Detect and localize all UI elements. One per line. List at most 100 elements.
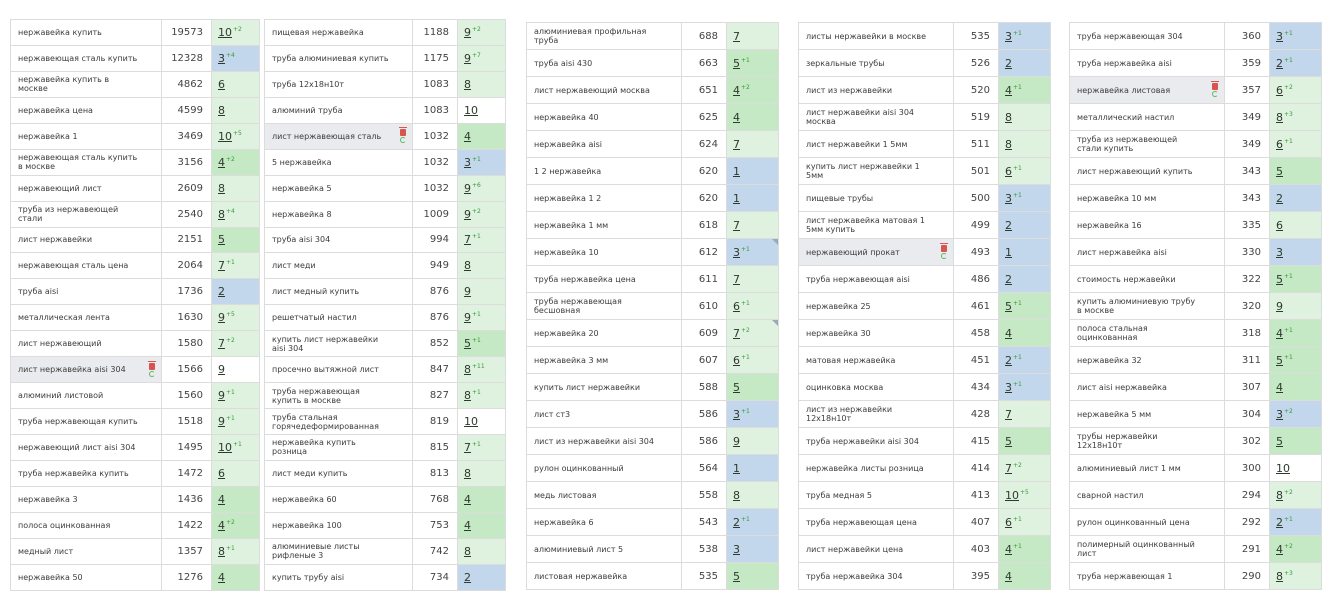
position-link[interactable]: 5 [1276,353,1283,367]
position-cell[interactable]: 1 [727,185,779,211]
position-cell[interactable]: 4 [999,320,1051,346]
table-row[interactable]: нержавейка 32 311 5 +1 [1070,347,1322,374]
table-row[interactable]: нержавейка 20 609 7 +2 [527,320,779,347]
position-cell[interactable]: 2 +1 [727,509,779,535]
table-row[interactable]: нержавейка 5 1032 9 +6 [265,175,506,202]
position-link[interactable]: 1 [733,461,740,475]
position-cell[interactable]: 8 +3 [1270,563,1322,589]
position-link[interactable]: 3 [218,51,225,65]
table-row[interactable]: труба aisi 304 994 7 +1 [265,227,506,254]
position-link[interactable]: 8 [218,207,225,221]
position-cell[interactable]: 8 [212,97,260,123]
position-cell[interactable]: 5 [727,374,779,400]
position-cell[interactable]: 8 [458,71,506,97]
refresh-icon[interactable] [149,370,155,377]
position-cell[interactable]: 5 [212,227,260,253]
table-row[interactable]: нержавейка 6 543 2 +1 [527,509,779,536]
position-link[interactable]: 8 [464,259,471,273]
position-cell[interactable]: 4 +2 [1270,536,1322,562]
position-cell[interactable]: 8 +11 [458,357,506,383]
table-row[interactable]: оцинковка москва 434 3 +1 [799,374,1051,401]
table-row[interactable]: полимерный оцинкованный лист 291 4 +2 [1070,536,1322,563]
position-link[interactable]: 1 [733,191,740,205]
position-link[interactable]: 10 [218,440,232,454]
table-row[interactable]: нержавейка 8 1009 9 +2 [265,201,506,228]
refresh-icon[interactable] [400,137,406,144]
position-cell[interactable]: 3 +1 [458,149,506,175]
position-link[interactable]: 8 [464,389,471,403]
table-row[interactable]: лист нержавейка aisi 330 3 [1070,239,1322,266]
position-link[interactable]: 8 [464,466,471,480]
position-link[interactable]: 2 [1005,272,1012,286]
position-link[interactable]: 7 [218,337,225,351]
position-cell[interactable]: 1 [727,455,779,481]
position-link[interactable]: 4 [218,570,225,584]
table-row[interactable]: нержавейка купить в москве 4862 6 [11,71,260,98]
table-row[interactable]: лист из нержавейки 12х18н10т 428 7 [799,401,1051,428]
position-cell[interactable]: 8 [458,253,506,279]
position-link[interactable]: 5 [1005,299,1012,313]
table-row[interactable]: купить лист нержавейки 1 5мм 501 6 +1 [799,158,1051,185]
table-row[interactable]: лист нержавеющий 1580 7 +2 [11,331,260,358]
position-link[interactable]: 4 [1005,83,1012,97]
table-row[interactable]: 5 нержавейка 1032 3 +1 [265,149,506,176]
position-cell[interactable]: 7 [727,266,779,292]
position-cell[interactable]: 9 +2 [458,20,506,45]
position-link[interactable]: 3 [733,542,740,556]
position-cell[interactable]: 7 +2 [999,455,1051,481]
table-row[interactable]: нержавеющий лист 2609 8 [11,175,260,202]
table-row[interactable]: труба aisi 430 663 5 +1 [527,50,779,77]
table-row[interactable]: нержавейка 25 461 5 +1 [799,293,1051,320]
trash-icon[interactable] [399,127,407,137]
position-link[interactable]: 8 [1276,110,1283,124]
position-cell[interactable]: 3 +2 [1270,401,1322,427]
table-row[interactable]: труба нержавейка 304 395 4 [799,563,1051,590]
position-link[interactable]: 5 [1005,434,1012,448]
position-cell[interactable]: 4 +2 [727,77,779,103]
position-link[interactable]: 9 [464,311,471,325]
table-row[interactable]: нержавейка листы розница 414 7 +2 [799,455,1051,482]
table-row[interactable]: нержавейка aisi 624 7 [527,131,779,158]
table-row[interactable]: нержавейка 5 мм 304 3 +2 [1070,401,1322,428]
position-cell[interactable]: 8 [999,104,1051,130]
position-cell[interactable]: 3 [1270,239,1322,265]
table-row[interactable]: нержавейка 10 мм 343 2 [1070,185,1322,212]
position-link[interactable]: 5 [218,233,225,247]
position-cell[interactable]: 8 +1 [212,538,260,564]
position-link[interactable]: 4 [1276,380,1283,394]
position-link[interactable]: 6 [1005,164,1012,178]
table-row[interactable]: нержавеющая сталь купить в москве 3156 4 +2 [11,149,260,176]
position-cell[interactable]: 5 [999,428,1051,454]
table-row[interactable]: медный лист 1357 8 +1 [11,538,260,565]
table-row[interactable]: труба нержавейка купить 1472 6 [11,460,260,487]
position-cell[interactable]: 3 +1 [727,401,779,427]
position-cell[interactable]: 1 [727,158,779,184]
table-row[interactable]: труба стальная горячедеформированная 819 1… [265,409,506,435]
position-cell[interactable]: 4 [727,104,779,130]
table-row[interactable]: лист нержавейки 2151 5 [11,227,260,254]
position-link[interactable]: 3 [1276,407,1283,421]
table-row[interactable]: лист aisi нержавейка 307 4 [1070,374,1322,401]
position-cell[interactable]: 4 [1270,374,1322,400]
position-link[interactable]: 7 [733,137,740,151]
position-link[interactable]: 3 [1276,245,1283,259]
position-cell[interactable]: 7 [727,131,779,157]
position-link[interactable]: 8 [218,103,225,117]
table-row[interactable]: лист нержавейки aisi 304 москва 519 8 [799,104,1051,131]
position-link[interactable]: 9 [464,25,471,39]
position-link[interactable]: 3 [464,155,471,169]
table-row[interactable]: нержавейка 100 753 4 [265,512,506,539]
position-link[interactable]: 7 [733,29,740,43]
position-link[interactable]: 2 [733,515,740,529]
table-row[interactable]: листы нержавейки в москве 535 3 +1 [799,23,1051,50]
table-row[interactable]: лист нержавеющий купить 343 5 [1070,158,1322,185]
table-row[interactable]: лист нержавейки 1 5мм 511 8 [799,131,1051,158]
position-link[interactable]: 9 [464,51,471,65]
position-link[interactable]: 4 [218,492,225,506]
table-row[interactable]: металлическая лента 1630 9 +5 [11,305,260,332]
table-row[interactable]: нержавейка цена 4599 8 [11,97,260,124]
position-link[interactable]: 7 [1005,461,1012,475]
table-row[interactable]: зеркальные трубы 526 2 [799,50,1051,77]
position-link[interactable]: 6 [218,77,225,91]
table-row[interactable]: пищевые трубы 500 3 +1 [799,185,1051,212]
